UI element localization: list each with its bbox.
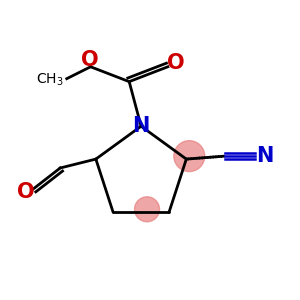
Text: N: N	[132, 116, 150, 136]
Text: O: O	[16, 182, 34, 202]
Text: O: O	[167, 53, 185, 73]
Text: O: O	[81, 50, 98, 70]
Circle shape	[134, 197, 160, 222]
Text: CH$_3$: CH$_3$	[36, 72, 64, 88]
Circle shape	[174, 141, 205, 172]
Text: N: N	[256, 146, 273, 166]
